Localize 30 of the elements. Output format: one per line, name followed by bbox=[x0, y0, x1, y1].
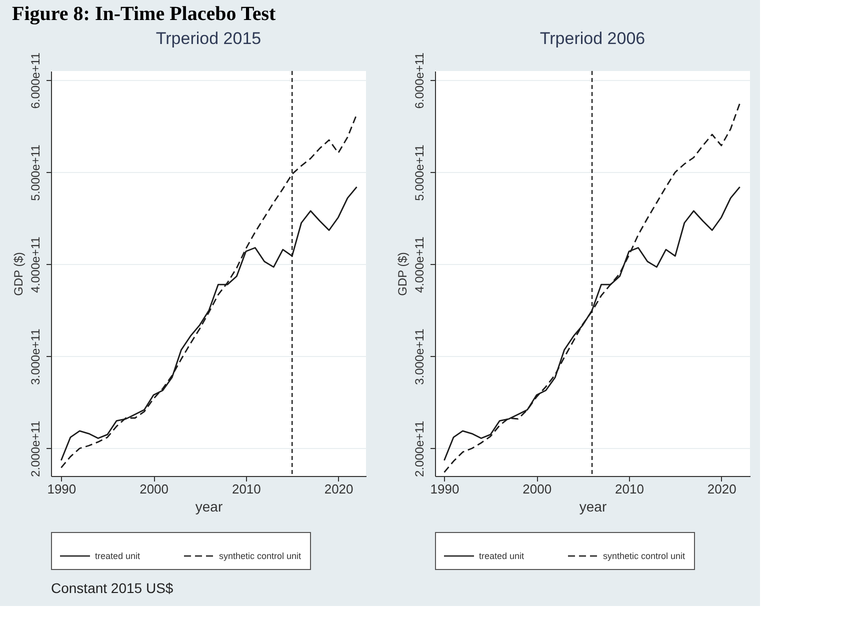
x-tick-label: 2010 bbox=[615, 482, 644, 496]
legend-label: treated unit bbox=[479, 551, 525, 561]
y-tick-label: 6.000e+11 bbox=[412, 52, 426, 109]
x-tick-label: 2000 bbox=[140, 482, 168, 496]
y-tick-label: 6.000e+11 bbox=[28, 52, 42, 109]
chart-title: Trperiod 2015 bbox=[156, 29, 262, 48]
y-tick-label: 5.000e+11 bbox=[28, 144, 42, 201]
y-tick-label: 3.000e+11 bbox=[412, 328, 426, 385]
x-tick-label: 1990 bbox=[47, 482, 76, 496]
x-tick-label: 2000 bbox=[522, 482, 552, 496]
legend-label: treated unit bbox=[95, 551, 141, 561]
y-tick-label: 2.000e+11 bbox=[28, 420, 42, 477]
y-tick-label: 4.000e+11 bbox=[412, 236, 426, 293]
y-tick-label: 3.000e+11 bbox=[28, 328, 42, 385]
legend-label: synthetic control unit bbox=[219, 551, 302, 561]
y-tick-label: 2.000e+11 bbox=[412, 420, 426, 477]
y-tick-label: 4.000e+11 bbox=[28, 236, 42, 293]
text: Constant 2015 US$ bbox=[51, 580, 174, 596]
x-tick-label: 2020 bbox=[707, 482, 736, 496]
x-axis-title: year bbox=[579, 498, 607, 514]
x-axis-title: year bbox=[195, 498, 223, 514]
legend-label: synthetic control unit bbox=[603, 551, 686, 561]
y-tick-label: 5.000e+11 bbox=[412, 144, 426, 201]
x-tick-label: 2020 bbox=[324, 482, 354, 496]
y-axis-title: GDP ($) bbox=[12, 252, 26, 296]
y-axis-title: GDP ($) bbox=[396, 252, 410, 296]
x-tick-label: 1990 bbox=[430, 482, 460, 496]
caption: Figure 8: In-Time Placebo Test bbox=[12, 3, 276, 26]
chart-title: Trperiod 2006 bbox=[540, 29, 646, 48]
x-tick-label: 2010 bbox=[232, 482, 261, 496]
